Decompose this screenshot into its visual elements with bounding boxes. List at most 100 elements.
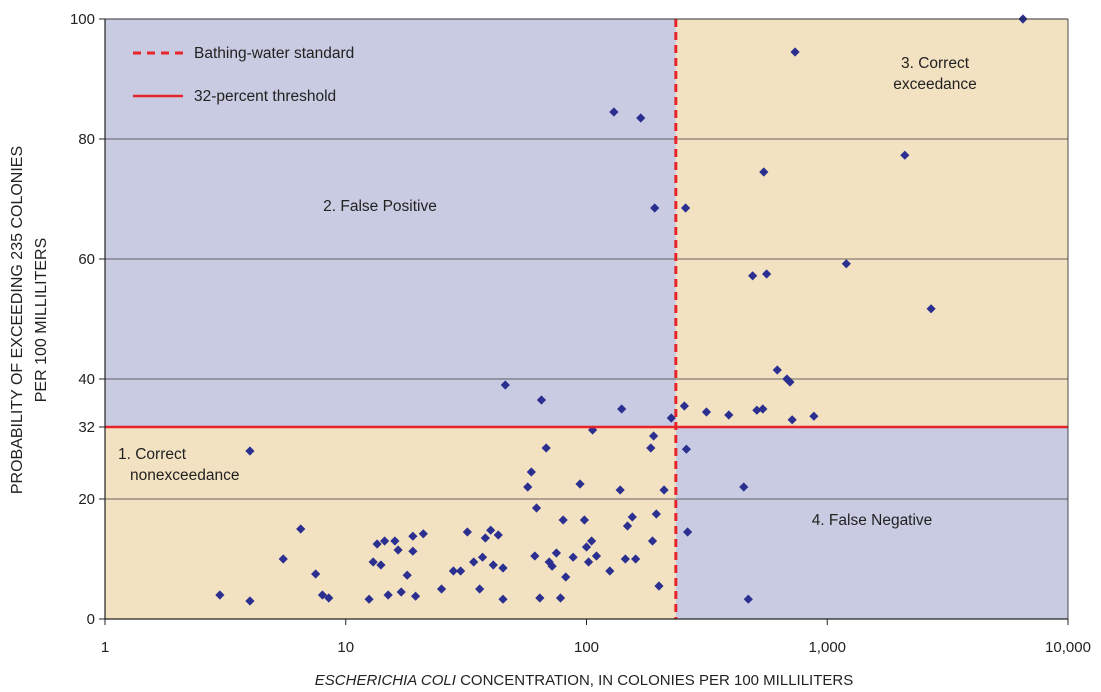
region-label-correct-exceedance-line-1: 3. Correct bbox=[901, 55, 970, 72]
axes bbox=[99, 18, 1069, 625]
x-tick-label: 1 bbox=[101, 639, 109, 656]
data-point bbox=[748, 271, 758, 281]
reference-lines bbox=[105, 19, 1068, 619]
region-label-false-negative-line-1: 4. False Negative bbox=[812, 512, 933, 529]
x-tick-label: 10 bbox=[337, 639, 354, 656]
data-point bbox=[523, 482, 533, 492]
data-point bbox=[530, 551, 540, 561]
data-point bbox=[739, 482, 749, 492]
data-point bbox=[526, 467, 536, 477]
region-false-positive bbox=[105, 19, 676, 427]
data-point bbox=[390, 536, 400, 546]
data-point bbox=[579, 515, 589, 525]
data-point bbox=[617, 404, 627, 414]
data-point bbox=[402, 570, 412, 580]
data-point bbox=[841, 259, 851, 269]
data-point bbox=[631, 554, 641, 564]
y-axis-label-line2: PER 100 MILLILITERS bbox=[33, 238, 50, 403]
data-point bbox=[679, 401, 689, 411]
data-point bbox=[372, 539, 382, 549]
data-point bbox=[605, 566, 615, 576]
data-point bbox=[790, 47, 800, 57]
data-point bbox=[620, 554, 630, 564]
data-point bbox=[622, 521, 633, 531]
region-label-correct-nonexceedance: 1. Correct nonexceedance bbox=[118, 446, 239, 484]
data-point bbox=[245, 596, 255, 606]
data-point bbox=[551, 548, 562, 558]
data-point bbox=[418, 529, 428, 539]
y-tick-label: 40 bbox=[78, 371, 95, 388]
data-point bbox=[393, 545, 403, 555]
legend-label-2: 32-percent threshold bbox=[194, 88, 336, 105]
data-point bbox=[311, 569, 321, 579]
data-point bbox=[646, 443, 656, 453]
data-point bbox=[379, 536, 390, 546]
data-point bbox=[649, 431, 659, 441]
data-point bbox=[436, 584, 447, 594]
data-point bbox=[462, 527, 472, 537]
region-label-correct-nonexceedance-line-2: nonexceedance bbox=[130, 467, 239, 484]
data-point bbox=[575, 479, 585, 489]
tick-labels: 1 10 100 1,000 10,000 0 20 32 40 60 80 100 bbox=[70, 11, 1091, 656]
data-point bbox=[636, 113, 646, 123]
gridlines bbox=[105, 18, 1068, 500]
data-point bbox=[488, 560, 498, 570]
data-point bbox=[480, 533, 490, 543]
data-point bbox=[500, 380, 510, 390]
data-point bbox=[759, 167, 769, 177]
region-label-false-negative: 4. False Negative bbox=[812, 512, 933, 529]
data-point bbox=[752, 405, 762, 415]
data-point bbox=[493, 530, 503, 540]
data-point bbox=[383, 590, 393, 600]
y-tick-label: 100 bbox=[70, 11, 95, 28]
data-point bbox=[654, 581, 664, 591]
data-point bbox=[544, 557, 554, 567]
data-point bbox=[408, 546, 418, 556]
y-tick-label: 32 bbox=[78, 419, 95, 436]
data-point bbox=[568, 552, 578, 562]
data-point bbox=[583, 557, 594, 567]
data-point bbox=[609, 107, 619, 117]
data-point bbox=[535, 593, 545, 603]
data-point bbox=[681, 444, 692, 454]
legend: Bathing-water standard 32-percent thresho… bbox=[133, 45, 354, 105]
x-tick-label: 100 bbox=[574, 639, 599, 656]
region-false-negative bbox=[675, 427, 1068, 619]
data-point bbox=[659, 485, 669, 495]
region-correct-nonexceedance bbox=[105, 427, 676, 619]
data-point bbox=[448, 566, 459, 576]
data-point bbox=[531, 503, 542, 513]
data-point bbox=[498, 563, 508, 573]
region-label-correct-exceedance: 3. Correct exceedance bbox=[893, 55, 977, 93]
x-tick-label: 10,000 bbox=[1045, 639, 1091, 656]
data-point bbox=[245, 446, 255, 456]
y-axis-label-line1: PROBABILITY OF EXCEEDING 235 COLONIES bbox=[9, 146, 26, 494]
data-point bbox=[475, 584, 485, 594]
data-point bbox=[296, 524, 306, 534]
data-point bbox=[647, 536, 658, 546]
data-point bbox=[215, 590, 225, 600]
classification-regions bbox=[105, 19, 1068, 619]
y-tick-label: 60 bbox=[78, 251, 95, 268]
data-point bbox=[809, 411, 819, 421]
data-point bbox=[536, 395, 547, 405]
data-point bbox=[785, 377, 795, 387]
data-point bbox=[743, 594, 753, 604]
data-point bbox=[650, 203, 660, 213]
data-point bbox=[541, 443, 551, 453]
data-point bbox=[772, 365, 782, 375]
data-point bbox=[555, 593, 566, 603]
data-point bbox=[396, 587, 406, 597]
data-point bbox=[558, 515, 568, 525]
data-point bbox=[615, 485, 625, 495]
data-point bbox=[469, 557, 479, 567]
data-point bbox=[456, 566, 466, 576]
region-label-false-positive-line-1: 2. False Positive bbox=[323, 198, 437, 215]
data-point bbox=[498, 594, 508, 604]
x-axis-label-italic: ESCHERICHIA COLI bbox=[315, 672, 456, 689]
data-point bbox=[408, 531, 418, 541]
data-point bbox=[317, 590, 328, 600]
data-point bbox=[666, 413, 676, 423]
data-point bbox=[787, 415, 797, 425]
data-point bbox=[364, 594, 374, 604]
